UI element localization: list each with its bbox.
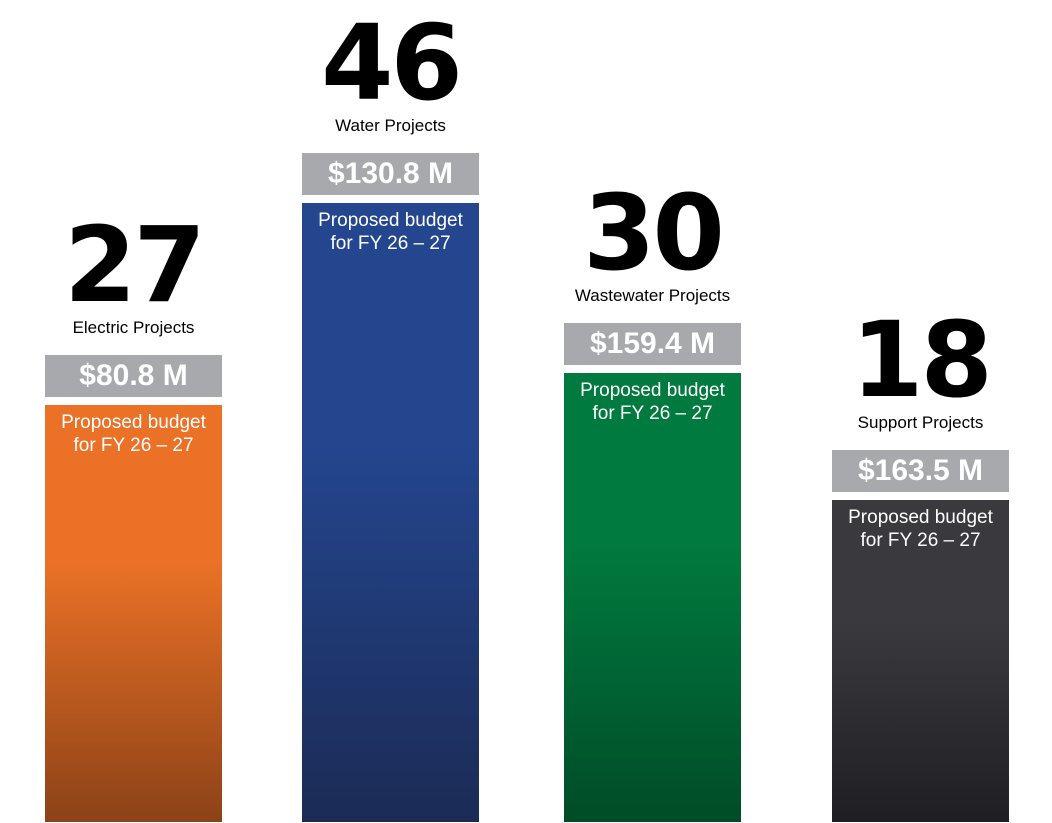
bar-label-line1: Proposed budget (848, 507, 993, 528)
bar: Proposed budget for FY 26 – 27 (832, 500, 1009, 822)
category-label: Electric Projects (72, 318, 195, 337)
bar-label-line2: for FY 26 – 27 (592, 403, 713, 424)
bar: Proposed budget for FY 26 – 27 (302, 203, 479, 822)
bar-group: Proposed budget for FY 26 – 27 $80.8 M Elec… (45, 0, 222, 822)
category-label: Wastewater Projects (574, 286, 731, 305)
budget-label: $130.8 M (302, 153, 479, 195)
bar-group: Proposed budget for FY 26 – 27 $163.5 M Sup… (832, 0, 1009, 822)
budget-label: $163.5 M (832, 450, 1009, 492)
bar-label: Proposed budget for FY 26 – 27 (45, 411, 222, 457)
bar: Proposed budget for FY 26 – 27 (564, 373, 741, 822)
budget-label: $80.8 M (45, 355, 222, 397)
bar-group: Proposed budget for FY 26 – 27 $130.8 M Wat… (302, 0, 479, 822)
category-label: Water Projects (335, 116, 446, 135)
bar-label-line2: for FY 26 – 27 (860, 530, 981, 551)
value-label: 18 (851, 299, 993, 421)
bar-label-line1: Proposed budget (61, 412, 206, 433)
budget-label: $159.4 M (564, 323, 741, 365)
value-label: 30 (583, 172, 725, 294)
bar-label: Proposed budget for FY 26 – 27 (832, 506, 1009, 552)
bar-label: Proposed budget for FY 26 – 27 (564, 379, 741, 425)
bar-label-line1: Proposed budget (580, 380, 725, 401)
bar-label-line2: for FY 26 – 27 (73, 435, 194, 456)
bar: Proposed budget for FY 26 – 27 (45, 405, 222, 822)
category-label: Support Projects (857, 413, 984, 432)
bar-label: Proposed budget for FY 26 – 27 (302, 209, 479, 255)
value-label: 46 (321, 2, 463, 124)
bar-group: Proposed budget for FY 26 – 27 $159.4 M Was… (564, 0, 741, 822)
value-label: 27 (64, 204, 206, 326)
bar-label-line1: Proposed budget (318, 210, 463, 231)
bar-label-line2: for FY 26 – 27 (330, 233, 451, 254)
